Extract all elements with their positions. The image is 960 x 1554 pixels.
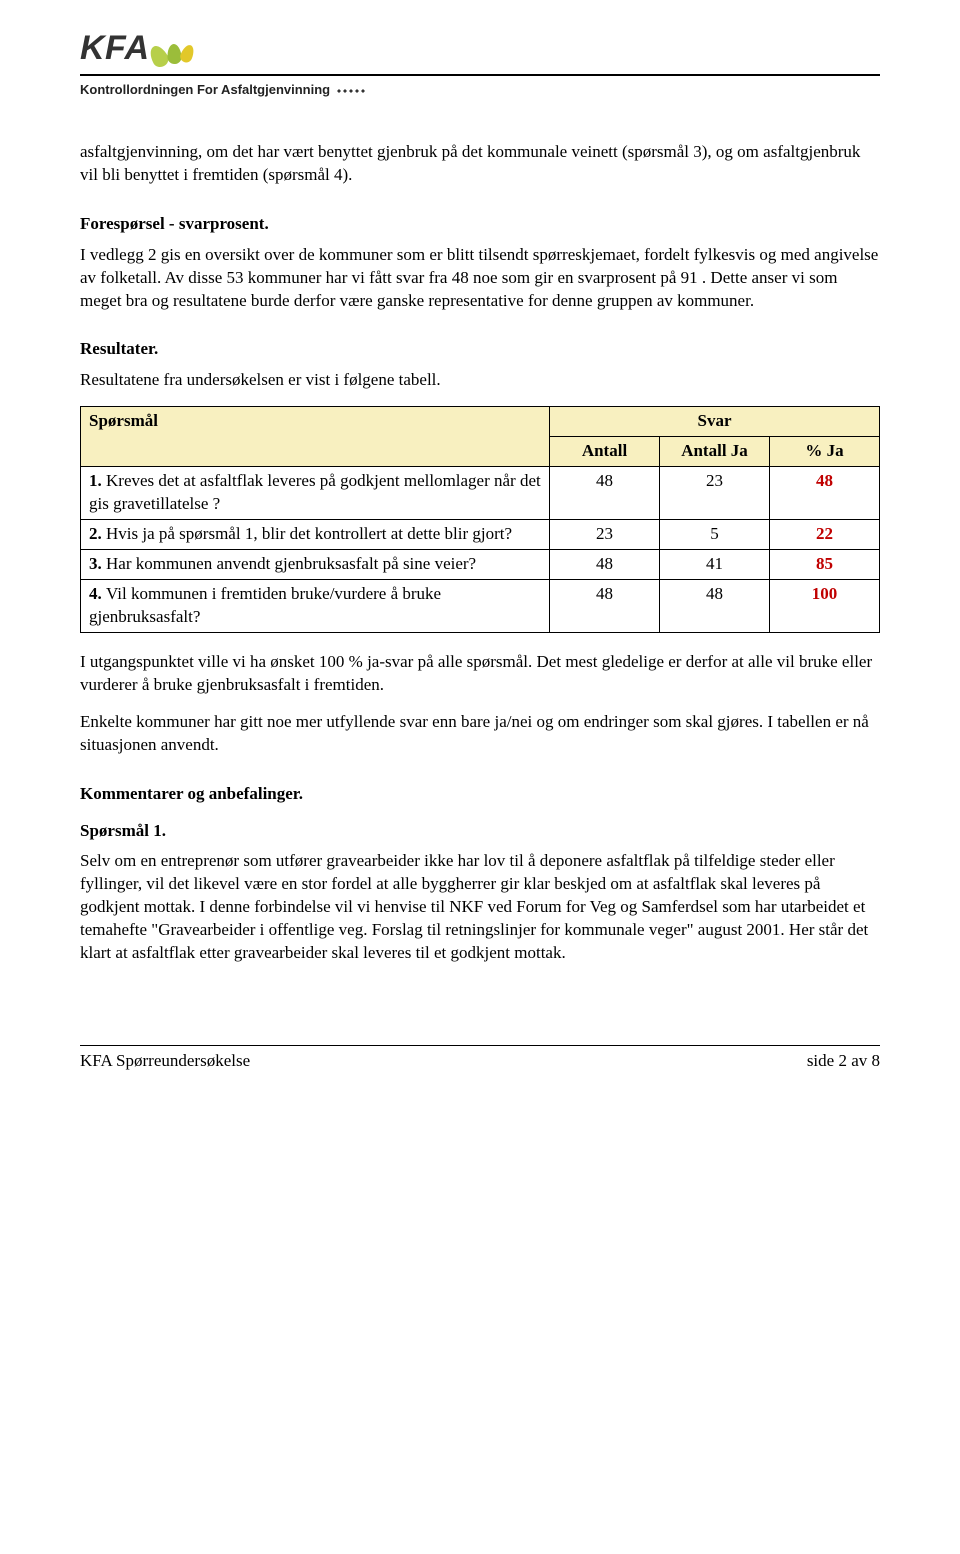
logo-text: KFA	[80, 26, 150, 72]
th-question: Spørsmål	[81, 407, 550, 467]
leaf-icon	[156, 38, 194, 66]
footer-left: KFA Spørreundersøkelse	[80, 1050, 250, 1073]
sporsmal1-paragraph: Selv om en entreprenør som utfører grave…	[80, 850, 880, 965]
section-heading-kommentarer: Kommentarer og anbefalinger.	[80, 783, 880, 806]
page-footer: KFA Spørreundersøkelse side 2 av 8	[80, 1045, 880, 1073]
logo-subtitle-row: Kontrollordningen For Asfaltgjenvinning	[80, 81, 366, 99]
cell-antall: 23	[550, 520, 660, 550]
cell-question: 4. Vil kommunen i fremtiden bruke/vurder…	[81, 579, 550, 632]
cell-question: 1. Kreves det at asfaltflak leveres på g…	[81, 467, 550, 520]
cell-question: 3. Har kommunen anvendt gjenbruksasfalt …	[81, 550, 550, 580]
th-svar: Svar	[550, 407, 880, 437]
section-heading-resultater: Resultater.	[80, 338, 880, 361]
table-row: 2. Hvis ja på spørsmål 1, blir det kontr…	[81, 520, 880, 550]
logo-subtitle: Kontrollordningen For Asfaltgjenvinning	[80, 81, 330, 99]
table-row: 4. Vil kommunen i fremtiden bruke/vurder…	[81, 579, 880, 632]
section-heading-forsporsel: Forespørsel - svarprosent.	[80, 213, 880, 236]
th-antall-ja: Antall Ja	[660, 437, 770, 467]
cell-pct-ja: 48	[770, 467, 880, 520]
resultater-intro: Resultatene fra undersøkelsen er vist i …	[80, 369, 880, 392]
th-pct-ja: % Ja	[770, 437, 880, 467]
cell-antall: 48	[550, 550, 660, 580]
cell-antall: 48	[550, 579, 660, 632]
th-antall: Antall	[550, 437, 660, 467]
logo: KFA	[80, 26, 880, 72]
page-header: KFA Kontrollordningen For Asfaltgjenvinn…	[80, 26, 880, 101]
cell-pct-ja: 100	[770, 579, 880, 632]
cell-antall-ja: 48	[660, 579, 770, 632]
cell-antall-ja: 23	[660, 467, 770, 520]
intro-paragraph: asfaltgjenvinning, om det har vært benyt…	[80, 141, 880, 187]
table-row: 3. Har kommunen anvendt gjenbruksasfalt …	[81, 550, 880, 580]
dots-icon	[336, 81, 366, 99]
cell-question: 2. Hvis ja på spørsmål 1, blir det kontr…	[81, 520, 550, 550]
logo-divider	[80, 74, 880, 76]
after-table-p2: Enkelte kommuner har gitt noe mer utfyll…	[80, 711, 880, 757]
subsection-heading-sporsmal1: Spørsmål 1.	[80, 820, 880, 843]
table-row: 1. Kreves det at asfaltflak leveres på g…	[81, 467, 880, 520]
results-table: Spørsmål Svar Antall Antall Ja % Ja 1. K…	[80, 406, 880, 633]
footer-right: side 2 av 8	[807, 1050, 880, 1073]
cell-antall-ja: 5	[660, 520, 770, 550]
cell-pct-ja: 85	[770, 550, 880, 580]
after-table-p1: I utgangspunktet ville vi ha ønsket 100 …	[80, 651, 880, 697]
cell-pct-ja: 22	[770, 520, 880, 550]
cell-antall-ja: 41	[660, 550, 770, 580]
cell-antall: 48	[550, 467, 660, 520]
forsporsel-paragraph: I vedlegg 2 gis en oversikt over de komm…	[80, 244, 880, 313]
